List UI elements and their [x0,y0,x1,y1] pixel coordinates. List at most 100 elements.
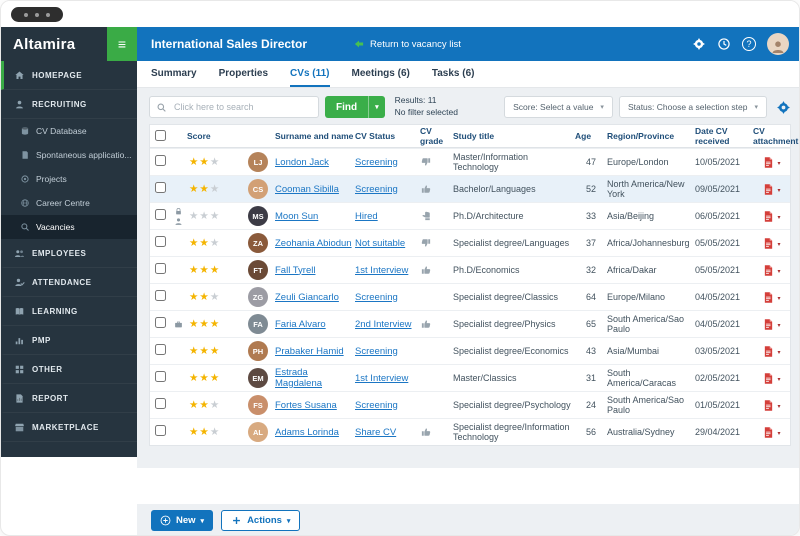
sidebar-item-spontaneous-applications[interactable]: Spontaneous applicatio... [1,143,137,167]
candidate-name-link[interactable]: Zeohania Abiodun [275,237,352,249]
actions-button[interactable]: Actions ▾ [221,510,301,531]
find-button[interactable]: Find ▾ [325,96,385,118]
cv-status-link[interactable]: Hired [355,210,378,222]
table-row[interactable]: ★ ★ ★ CS Cooman Sibilla Screening Bachelor/Lan… [150,175,790,202]
table-row[interactable]: ★ ★ ★ FS Fortes Susana Screening Specialist de… [150,391,790,418]
user-avatar[interactable] [767,33,789,55]
table-row[interactable]: ★ ★ ★ PH Prabaker Hamid Screening Specialist d… [150,337,790,364]
cv-status-link[interactable]: 1st Interview [355,372,409,384]
sidebar-item-attendance[interactable]: ATTENDANCE [1,268,137,297]
cv-attachment-button[interactable]: ▾ [762,371,781,386]
cv-attachment-button[interactable]: ▾ [762,398,781,413]
cv-status-link[interactable]: Screening [355,156,398,168]
row-checkbox[interactable] [155,209,166,220]
candidate-name-link[interactable]: Fall Tyrell [275,264,316,276]
sidebar-item-learning[interactable]: LEARNING [1,297,137,326]
column-header-surname[interactable]: Surname and name [275,131,354,141]
cv-status-link[interactable]: Share CV [355,426,397,438]
column-header-score[interactable]: Score [187,131,211,141]
candidate-name-link[interactable]: Zeuli Giancarlo [275,291,339,303]
row-checkbox[interactable] [155,425,166,436]
sidebar-item-employees[interactable]: EMPLOYEES [1,239,137,268]
sidebar-item-report[interactable]: REPORT [1,384,137,413]
return-to-vacancy-list-link[interactable]: Return to vacancy list [353,38,461,50]
score-stars[interactable]: ★ ★ ★ [189,236,220,249]
score-stars[interactable]: ★ ★ ★ [189,317,220,330]
row-checkbox[interactable] [155,236,166,247]
help-icon[interactable]: ? [742,37,756,51]
sidebar-item-homepage[interactable]: HOMEPAGE [1,61,137,90]
settings-icon[interactable] [692,37,706,51]
tab-summary[interactable]: Summary [151,67,197,79]
sidebar-item-career-centre[interactable]: Career Centre [1,191,137,215]
score-filter-dropdown[interactable]: Score: Select a value ▾ [504,96,613,118]
column-header-cv-status[interactable]: CV Status [355,131,396,141]
candidate-name-link[interactable]: Cooman Sibilla [275,183,339,195]
score-stars[interactable]: ★ ★ ★ [189,290,220,303]
cv-status-link[interactable]: Screening [355,183,398,195]
candidate-name-link[interactable]: Prabaker Hamid [275,345,344,357]
cv-attachment-button[interactable]: ▾ [762,182,781,197]
row-checkbox[interactable] [155,398,166,409]
search-input[interactable] [172,101,312,113]
cv-status-link[interactable]: 1st Interview [355,264,409,276]
candidate-name-link[interactable]: Moon Sun [275,210,319,222]
table-row[interactable]: ★ ★ ★ EM Estrada Magdalena 1st Interview Maste… [150,364,790,391]
sidebar-item-vacancies[interactable]: Vacancies [1,215,137,239]
candidate-name-link[interactable]: Adams Lorinda [275,426,339,438]
table-settings-icon[interactable] [776,100,791,115]
table-row[interactable]: ★ ★ ★ FT Fall Tyrell 1st Interview Ph.D/Econom… [150,256,790,283]
column-header-date[interactable]: Date CV received [695,126,730,146]
table-row[interactable]: ★ ★ ★ LJ London Jack Screening Master/Informat… [150,148,790,175]
tab-meetings-6[interactable]: Meetings (6) [351,67,410,79]
score-stars[interactable]: ★ ★ ★ [189,425,220,438]
column-header-age[interactable]: Age [575,131,592,141]
window-dot[interactable] [46,12,50,17]
sidebar-item-other[interactable]: OTHER [1,355,137,384]
window-dot[interactable] [24,12,28,17]
candidate-name-link[interactable]: Faria Alvaro [275,318,326,330]
cv-attachment-button[interactable]: ▾ [762,236,781,251]
row-checkbox[interactable] [155,263,166,274]
cv-attachment-button[interactable]: ▾ [762,344,781,359]
tab-tasks-6[interactable]: Tasks (6) [431,67,475,79]
table-row[interactable]: ★ ★ ★ AL Adams Lorinda Share CV Specialist deg… [150,418,790,445]
cv-status-link[interactable]: Not suitable [355,237,406,249]
sidebar-item-recruiting[interactable]: RECRUITING [1,90,137,119]
cv-attachment-button[interactable]: ▾ [762,425,781,440]
cv-attachment-button[interactable]: ▾ [762,290,781,305]
cv-status-link[interactable]: Screening [355,399,398,411]
row-checkbox[interactable] [155,344,166,355]
tab-properties[interactable]: Properties [218,67,269,79]
row-checkbox[interactable] [155,290,166,301]
row-checkbox[interactable] [155,182,166,193]
tab-cvs-11[interactable]: CVs (11) [290,61,330,87]
select-all-checkbox[interactable] [155,129,166,141]
sidebar-item-marketplace[interactable]: MARKETPLACE [1,413,137,442]
new-button[interactable]: New ▾ [151,510,214,531]
cv-status-link[interactable]: 2nd Interview [355,318,412,330]
sidebar-item-pmp[interactable]: PMP [1,326,137,355]
score-stars[interactable]: ★ ★ ★ [189,398,220,411]
column-header-region[interactable]: Region/Province [607,131,675,141]
score-stars[interactable]: ★ ★ ★ [189,155,220,168]
table-row[interactable]: ★ ★ ★ MS Moon Sun Hired Ph.D/Architecture 33 Asi… [150,202,790,229]
cv-attachment-button[interactable]: ▾ [762,209,781,224]
hamburger-menu-icon[interactable]: ≡ [107,27,137,61]
column-header-attachment[interactable]: CV attachment [753,126,799,146]
cv-attachment-button[interactable]: ▾ [762,155,781,170]
row-checkbox[interactable] [155,371,166,382]
score-stars[interactable]: ★ ★ ★ [189,182,220,195]
status-filter-dropdown[interactable]: Status: Choose a selection step ▾ [618,96,767,118]
cv-attachment-button[interactable]: ▾ [762,317,781,332]
table-row[interactable]: ★ ★ ★ FA Faria Alvaro 2nd Interview Specialist… [150,310,790,337]
find-dropdown-caret-icon[interactable]: ▾ [375,104,379,111]
sidebar-item-projects[interactable]: Projects [1,167,137,191]
sidebar-item-cv-database[interactable]: CV Database [1,119,137,143]
cv-status-link[interactable]: Screening [355,345,398,357]
candidate-name-link[interactable]: Fortes Susana [275,399,337,411]
column-header-study-title[interactable]: Study title [453,131,495,141]
table-row[interactable]: ★ ★ ★ ZA Zeohania Abiodun Not suitable Special… [150,229,790,256]
row-checkbox[interactable] [155,317,166,328]
score-stars[interactable]: ★ ★ ★ [189,263,220,276]
